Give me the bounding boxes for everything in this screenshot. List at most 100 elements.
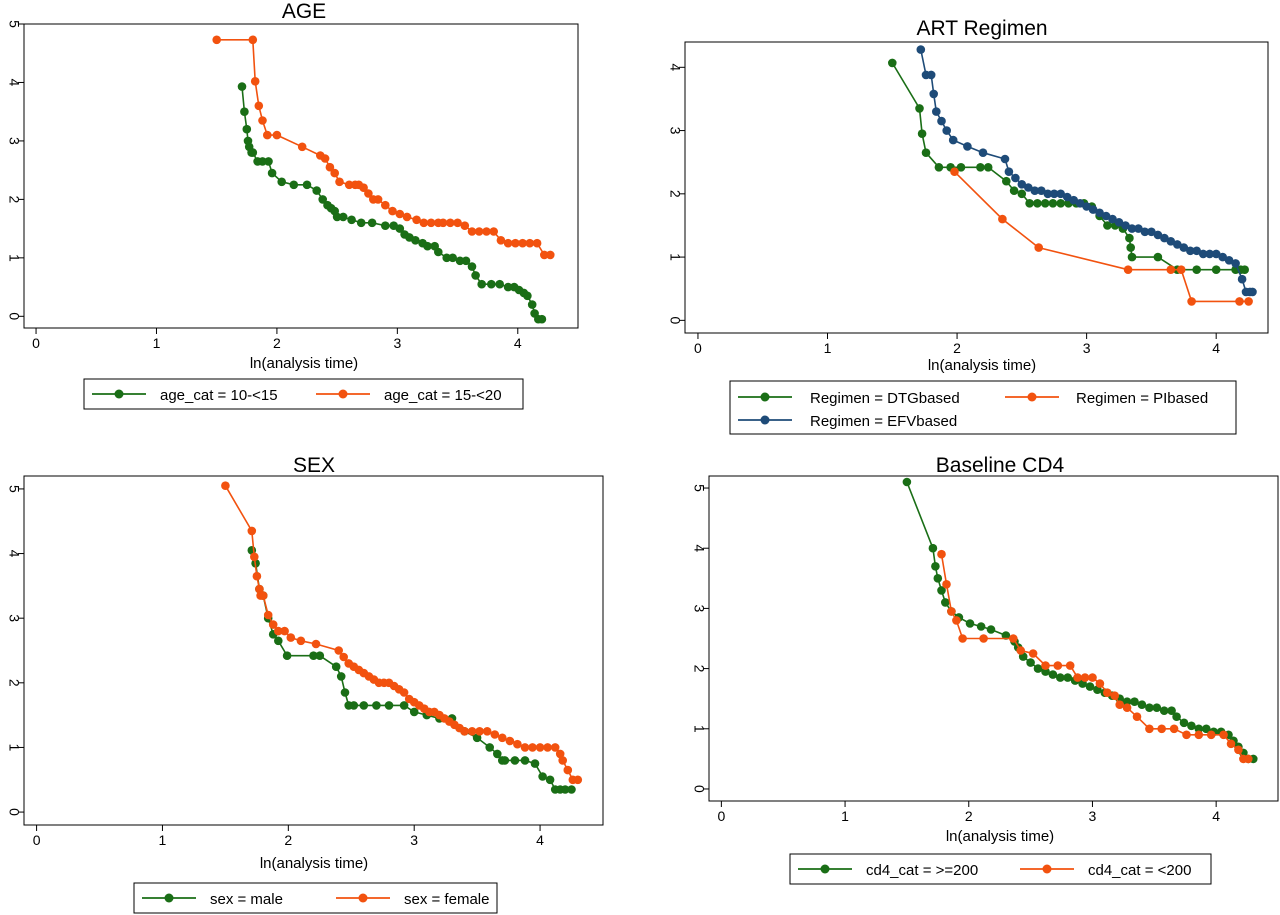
data-point [340,688,350,697]
y-tick-label: 2 [6,195,22,203]
x-tick-label: 4 [536,832,544,848]
y-tick-label: 3 [6,137,22,145]
plot-frame [23,23,579,329]
y-tick-label: 4 [6,79,22,87]
legend-entry: sex = female [404,891,489,908]
data-point [318,195,328,204]
data-point [1122,697,1132,706]
data-point [1125,233,1134,243]
data-point [434,247,443,257]
data-point [503,282,513,292]
data-point [1082,202,1091,211]
data-point [998,214,1007,224]
data-point [1049,189,1059,199]
data-point [264,157,273,166]
chart-title: ART Regimen [916,17,1047,40]
data-point [455,256,465,266]
data-point [498,733,507,743]
data-point [320,154,330,163]
y-tick-label: 0 [667,316,683,324]
x-tick-label: 1 [153,335,161,351]
data-point [335,177,344,187]
data-point [963,142,972,151]
data-point [412,215,421,225]
data-point [372,701,381,710]
x-tick-label: 3 [393,335,401,351]
data-point [540,250,549,260]
data-point [1004,167,1014,176]
data-point [1048,199,1058,208]
data-point [482,727,492,736]
x-axis-label: ln(analysis time) [260,855,368,872]
data-point [255,584,264,594]
data-point [1033,199,1042,208]
data-point [250,77,260,86]
x-tick-label: 3 [1083,340,1091,356]
data-point [356,218,366,228]
data-point [1192,265,1201,275]
data-point [472,733,482,743]
x-tick-label: 2 [965,808,973,824]
legend-age: age_cat = 10-<15 age_cat = 15-<20 [83,378,524,410]
data-point [399,701,409,710]
data-point [367,218,377,228]
data-point [289,180,299,190]
data-point [1160,233,1169,243]
data-point [1152,703,1162,712]
data-point [446,218,455,228]
data-point [983,163,993,172]
data-point [1127,224,1137,233]
data-point [1244,754,1253,764]
data-point [1069,195,1078,205]
data-point [1237,274,1247,284]
legend-entry: Regimen = EFVbased [810,413,957,430]
x-tick-label: 0 [33,832,41,848]
data-point [1121,221,1130,230]
data-point [1173,240,1182,249]
data-point [1166,265,1176,275]
legend-entry: cd4_cat = >=200 [866,862,978,879]
data-point [1211,249,1221,259]
data-point [1153,230,1163,240]
data-point [1187,297,1196,306]
data-point [1198,249,1208,259]
x-tick-label: 4 [1212,340,1220,356]
data-point [475,727,484,736]
data-point [1065,661,1075,670]
x-tick-label: 4 [1212,808,1220,824]
chart-title: SEX [293,454,335,477]
data-point [1205,249,1214,259]
data-point [1088,205,1098,214]
data-point [373,195,383,204]
data-point [359,701,369,710]
x-tick-label: 3 [410,832,418,848]
data-point [555,749,565,759]
data-point [532,238,542,248]
legend-entry: age_cat = 10-<15 [160,387,278,404]
data-point [402,212,412,222]
y-tick-label: 1 [667,253,683,261]
data-point [1009,186,1019,195]
x-tick-label: 1 [824,340,832,356]
legend-marker [114,389,124,399]
data-point [1108,214,1117,224]
data-point [419,218,429,228]
data-point [1085,682,1095,691]
data-point [1153,252,1163,262]
data-point [1088,673,1097,682]
data-point [1017,189,1027,199]
data-point [325,162,335,172]
data-point [1157,724,1166,734]
data-point [942,580,951,589]
data-point [496,236,506,245]
data-point [330,168,340,178]
data-point [1073,673,1082,682]
data-point [1182,730,1191,740]
data-point [1115,700,1124,709]
data-point [1130,697,1139,706]
legend-marker [820,864,830,874]
data-point [1159,706,1169,715]
legend-entry: Regimen = PIbased [1076,390,1208,407]
y-tick-label: 0 [691,785,707,793]
data-point [263,610,273,620]
